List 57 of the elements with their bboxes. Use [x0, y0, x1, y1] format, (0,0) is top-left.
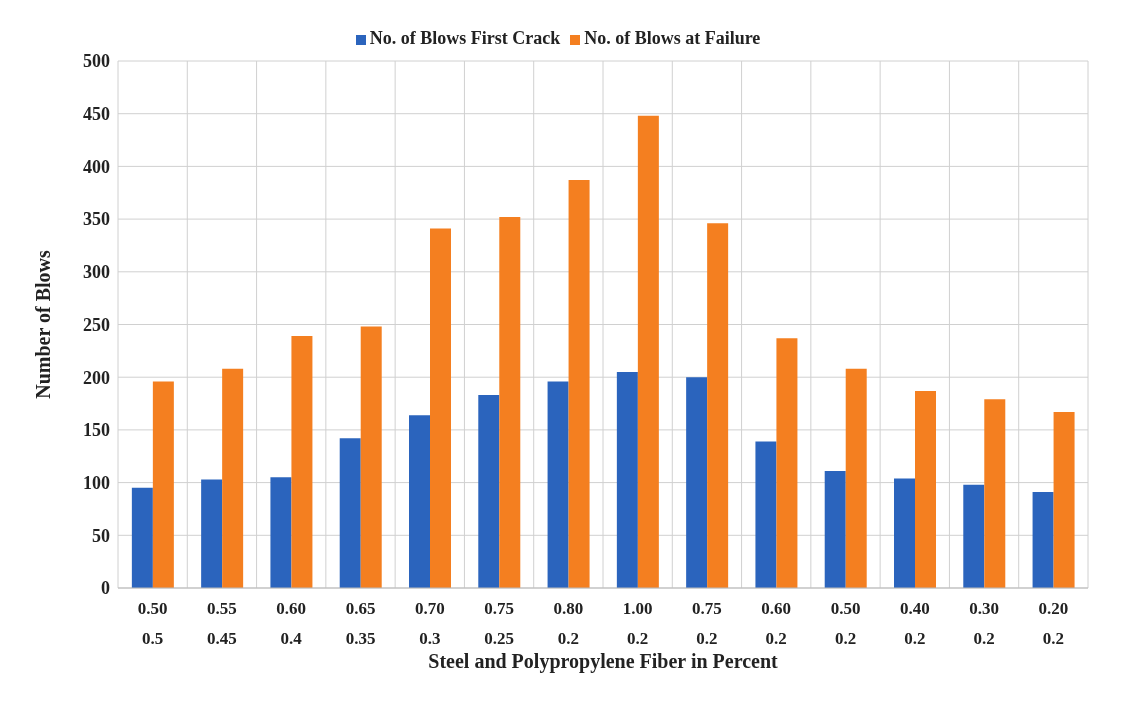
bar: [499, 216, 521, 588]
y-tick-label: 450: [83, 104, 110, 125]
bar: [824, 471, 846, 588]
y-tick-label: 150: [83, 420, 110, 441]
x-tick-label: 0.60 0.4: [276, 599, 307, 648]
x-tick-label: 0.30 0.2: [969, 599, 999, 648]
bar: [637, 115, 659, 588]
x-tick-label: 0.40 0.2: [899, 599, 930, 648]
y-tick-label: 100: [83, 472, 110, 493]
bar: [1053, 411, 1075, 588]
bar: [270, 477, 292, 588]
x-tick-label: 0.20 0.2: [1038, 599, 1069, 648]
bar: [131, 487, 153, 588]
bar: [409, 415, 430, 588]
bar: [707, 223, 729, 588]
bar: [478, 395, 500, 588]
bar: [568, 180, 590, 588]
y-tick-label: 250: [83, 314, 110, 335]
bar: [152, 381, 174, 588]
bar: [360, 326, 382, 588]
bar: [845, 368, 867, 588]
y-tick-label: 500: [83, 51, 110, 72]
bar: [963, 484, 985, 588]
x-tick-label: 0.70 0.3: [414, 599, 445, 648]
y-tick-label: 350: [83, 209, 110, 230]
bar: [222, 368, 244, 588]
y-axis-title: Number of Blows: [32, 250, 55, 399]
x-tick-label: 0.65 0.35: [345, 599, 376, 648]
bar: [776, 338, 798, 588]
y-tick-label: 200: [83, 367, 110, 388]
x-tick-label: 0.50 0.2: [830, 599, 861, 648]
x-tick-label: 1.00 0.2: [622, 599, 653, 648]
bar: [755, 441, 777, 588]
bar: [430, 228, 451, 588]
x-tick-label: 0.60 0.2: [761, 599, 792, 648]
bar: [291, 336, 313, 588]
x-tick-label: 0.75 0.2: [692, 599, 722, 648]
y-tick-label: 50: [92, 525, 110, 546]
bar: [616, 371, 638, 588]
x-tick-label: 0.50 0.5: [137, 599, 168, 648]
x-tick-label: 0.75 0.25: [484, 599, 514, 648]
bar: [339, 438, 361, 588]
bar: [984, 399, 1006, 588]
x-tick-label: 0.55 0.45: [207, 599, 237, 648]
bar: [894, 478, 915, 588]
bar: [686, 377, 708, 588]
legend-label: No. of Blows First Crack: [369, 28, 561, 48]
x-axis-title: Steel and Polypropylene Fiber in Percent: [428, 650, 779, 673]
bar: [1032, 492, 1054, 588]
bar: [915, 390, 936, 588]
legend-label: No. of Blows at Failure: [584, 28, 761, 48]
x-tick-label: 0.80 0.2: [553, 599, 584, 648]
y-tick-label: 400: [83, 156, 110, 177]
y-tick-label: 300: [83, 262, 110, 283]
bar: [547, 381, 569, 588]
y-tick-label: 0: [101, 578, 110, 599]
bar: [201, 479, 223, 588]
